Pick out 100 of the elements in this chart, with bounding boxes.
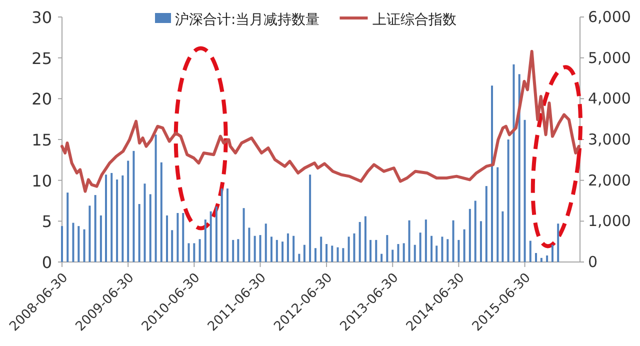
- bar: [397, 244, 400, 262]
- bar: [166, 215, 168, 262]
- bar: [286, 233, 289, 262]
- bar: [502, 211, 504, 262]
- bar: [270, 236, 272, 262]
- bar: [468, 208, 471, 262]
- bar: [540, 258, 542, 262]
- bar: [441, 236, 444, 262]
- bar: [215, 206, 218, 262]
- bar: [524, 120, 526, 262]
- bar: [353, 233, 356, 262]
- bar: [66, 192, 69, 262]
- bar: [154, 134, 157, 262]
- bar: [259, 235, 262, 262]
- bar: [507, 140, 510, 262]
- bar: [100, 215, 102, 262]
- bar: [336, 247, 339, 262]
- bar: [480, 221, 482, 262]
- bar: [254, 236, 256, 262]
- y-tick-label: 25: [32, 48, 52, 68]
- bar: [348, 236, 350, 262]
- bar: [314, 248, 316, 262]
- bar: [210, 211, 212, 262]
- bar: [160, 162, 162, 262]
- bar: [171, 230, 174, 262]
- bar: [358, 222, 361, 262]
- legend-label: 上证综合指数: [372, 12, 457, 28]
- bar: [188, 243, 190, 262]
- bar: [551, 244, 554, 262]
- bar: [149, 194, 152, 262]
- bar: [220, 188, 223, 262]
- bar: [512, 64, 515, 262]
- bar: [116, 180, 118, 262]
- bar: [83, 229, 86, 262]
- bar: [132, 150, 135, 262]
- y-tick-label: 10: [32, 171, 52, 190]
- bar: [104, 174, 107, 262]
- bar: [452, 220, 454, 262]
- bar: [414, 244, 416, 262]
- bar: [61, 226, 63, 262]
- bar: [176, 213, 179, 262]
- y2-tick-label: 6,000: [588, 8, 631, 26]
- bar: [546, 255, 548, 262]
- bar: [557, 224, 560, 262]
- bar: [419, 232, 422, 262]
- bar: [491, 86, 494, 262]
- bar: [436, 246, 438, 262]
- y-tick-label: 20: [32, 90, 52, 109]
- bar: [430, 236, 433, 262]
- bar: [303, 244, 306, 262]
- bar: [320, 236, 322, 262]
- bar: [198, 239, 201, 262]
- bar: [342, 248, 344, 262]
- bar: [458, 240, 460, 262]
- bar: [326, 244, 328, 262]
- bar: [446, 239, 449, 262]
- bar: [182, 213, 184, 262]
- bar: [386, 235, 388, 262]
- bar: [276, 240, 278, 262]
- bar: [232, 240, 234, 262]
- bar: [370, 240, 372, 262]
- bar: [138, 204, 140, 262]
- bar: [380, 254, 383, 262]
- bar: [94, 195, 96, 262]
- y2-tick-label: 2,000: [588, 171, 631, 190]
- y-tick-label: 15: [32, 130, 52, 150]
- y2-tick-label: 3,000: [588, 130, 631, 148]
- bar: [144, 184, 146, 262]
- y2-tick-label: 1,000: [588, 212, 631, 230]
- bar: [535, 253, 538, 262]
- bar: [364, 216, 366, 262]
- bar: [237, 239, 240, 262]
- y-tick-label: 0: [42, 253, 52, 272]
- bar: [122, 175, 124, 262]
- bar: [331, 246, 334, 262]
- bar: [242, 208, 245, 262]
- bar: [375, 240, 378, 262]
- bar: [110, 172, 113, 262]
- y-tick-label: 5: [42, 212, 52, 232]
- bar: [518, 74, 520, 262]
- bar: [193, 243, 196, 262]
- bar: [474, 200, 476, 262]
- bar: [402, 243, 405, 262]
- bar: [88, 206, 91, 262]
- bar: [496, 167, 499, 262]
- y2-tick-label: 4,000: [588, 90, 631, 108]
- bar: [309, 174, 312, 262]
- bar: [392, 250, 394, 262]
- y2-tick-label: 5,000: [588, 48, 631, 67]
- bar: [264, 224, 267, 262]
- bar: [463, 229, 466, 262]
- bar: [282, 242, 284, 262]
- bar: [72, 222, 74, 262]
- bar: [485, 186, 488, 262]
- bar: [292, 236, 295, 262]
- bar: [226, 188, 228, 262]
- bar: [529, 240, 532, 262]
- y2-tick-label: 0: [588, 253, 598, 271]
- bar: [78, 226, 80, 262]
- bar: [248, 228, 250, 262]
